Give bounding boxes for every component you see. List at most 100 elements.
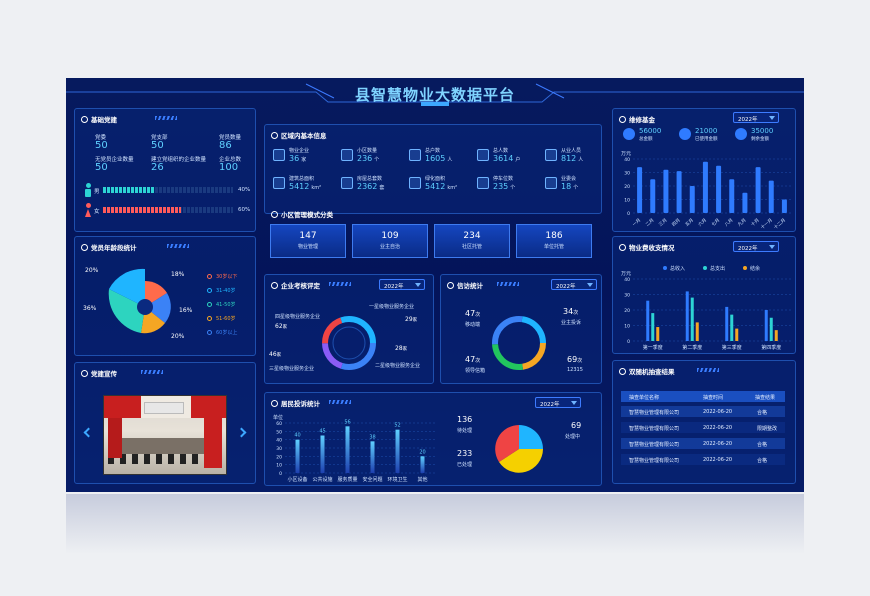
fee-title: 物业费收支情况 bbox=[629, 244, 675, 252]
region-value: 812 bbox=[561, 154, 577, 163]
party-stat-label: 建立党组织的企业数量 bbox=[151, 157, 207, 163]
inspect-title: 双随机抽查结果 bbox=[629, 368, 675, 376]
table-cell: 2022-06-20 bbox=[703, 425, 733, 431]
legend-dot bbox=[207, 302, 212, 307]
x-tick-label: 安全问题 bbox=[362, 476, 382, 483]
party-icon bbox=[81, 115, 88, 123]
assess-label: 二星级物业服务企业 bbox=[375, 363, 421, 369]
assess-value: 29 bbox=[405, 316, 413, 323]
petition-value: 34 bbox=[563, 307, 574, 316]
assess-unit: 家 bbox=[402, 347, 408, 352]
legend-dot bbox=[207, 288, 212, 293]
assess-donut bbox=[322, 316, 376, 370]
region-stat-label: 小区数量 bbox=[357, 148, 378, 154]
rose-slice bbox=[108, 289, 145, 333]
coin-icon bbox=[623, 128, 635, 140]
bar bbox=[685, 291, 689, 341]
prev-arrow-icon[interactable] bbox=[83, 427, 94, 438]
x-tick-label: 小区设备 bbox=[287, 476, 307, 483]
table-cell: 智慧物业管理有限公司 bbox=[629, 410, 680, 416]
region-stat-value: 236 个 bbox=[357, 154, 379, 163]
header-frame-lines bbox=[66, 83, 804, 106]
decor-stripes bbox=[141, 370, 163, 374]
legend-dot bbox=[207, 316, 212, 321]
mgmt-icon bbox=[271, 210, 278, 218]
region-stat-label: 停车位数 bbox=[493, 176, 514, 182]
chevron-down-icon bbox=[415, 283, 421, 287]
y-tick-label: 30 bbox=[624, 293, 630, 299]
donut-segment bbox=[492, 316, 546, 370]
mgmt-tag: 147 物业管理 bbox=[270, 224, 346, 258]
bar bbox=[656, 327, 660, 341]
assess-year-value: 2022年 bbox=[384, 284, 404, 290]
y-tick-label: 30 bbox=[624, 171, 630, 177]
region-value: 18 bbox=[561, 182, 572, 191]
complaint-bar-chart: 单位 0 10 20 30 40 50 60 40 小区设备 45 公共设施 56 服务质量 38 安全问题 5… bbox=[273, 414, 435, 483]
fund-year-select[interactable]: 2022年 bbox=[733, 112, 779, 123]
table-row: 智慧物业管理有限公司 2022-06-20 合格 bbox=[621, 454, 785, 465]
legend-label: 30岁以下 bbox=[216, 274, 238, 280]
bar bbox=[646, 300, 650, 341]
y-tick-label: 60 bbox=[276, 421, 282, 427]
bar-value-label: 52 bbox=[394, 423, 400, 429]
x-tick-label: 四月 bbox=[671, 217, 682, 227]
region-value: 236 bbox=[357, 154, 373, 163]
region-unit: km² bbox=[311, 185, 322, 191]
region-title: 区域内基本信息 bbox=[281, 132, 327, 140]
x-tick-label: 六月 bbox=[697, 217, 708, 228]
bar bbox=[676, 171, 682, 213]
bar bbox=[370, 441, 375, 473]
inspect-icon bbox=[619, 367, 626, 375]
party-stat-value: 50 bbox=[95, 162, 108, 173]
assess-label: 一星级物业服务企业 bbox=[369, 304, 415, 310]
page-title: 县智慧物业大数据平台 bbox=[354, 86, 515, 104]
donut-segment bbox=[322, 316, 376, 370]
fee-year-select[interactable]: 2022年 bbox=[733, 241, 779, 252]
assess-year-select[interactable]: 2022年 bbox=[379, 279, 425, 290]
region-stat-label: 总户数 bbox=[425, 148, 441, 154]
assess-unit: 家 bbox=[276, 353, 282, 358]
x-tick-label: 五月 bbox=[684, 217, 695, 227]
header: 县智慧物业大数据平台 bbox=[66, 78, 804, 108]
y-tick-label: 10 bbox=[624, 324, 630, 330]
bar bbox=[650, 179, 656, 213]
female-person-icon bbox=[85, 203, 91, 217]
bar bbox=[637, 167, 643, 213]
region-stat-value: 5412 km² bbox=[289, 182, 321, 191]
x-tick-label: 公共设施 bbox=[312, 476, 332, 483]
mgmt-label: 业主自治 bbox=[379, 244, 400, 250]
legend-dot bbox=[207, 330, 212, 335]
table-cell: 智慧物业管理有限公司 bbox=[629, 426, 680, 432]
decor-stripes bbox=[497, 282, 519, 286]
region-stat-value: 5412 km² bbox=[425, 182, 457, 191]
region-unit: 套 bbox=[379, 185, 385, 191]
y-tick-label: 10 bbox=[624, 198, 630, 204]
assess-label: 四星级物业服务企业 bbox=[275, 314, 321, 320]
x-tick-label: 第二季度 bbox=[682, 344, 702, 351]
y-tick-label: 30 bbox=[276, 446, 282, 452]
next-arrow-icon[interactable] bbox=[236, 427, 247, 438]
petition-year-select[interactable]: 2022年 bbox=[551, 279, 597, 290]
x-tick-label: 环境卫生 bbox=[387, 476, 407, 483]
table-row: 智慧物业管理有限公司 2022-06-20 合格 bbox=[621, 438, 785, 449]
bar bbox=[729, 179, 735, 213]
female-pct: 60% bbox=[238, 207, 251, 213]
x-tick-label: 第四季度 bbox=[761, 344, 781, 351]
region-stat-value: 1605 人 bbox=[425, 154, 452, 163]
complaint-pie bbox=[495, 425, 543, 473]
age-pct-label: 16% bbox=[179, 307, 193, 314]
mgmt-value: 234 bbox=[463, 231, 481, 241]
assess-value: 46 bbox=[269, 351, 277, 358]
promo-title: 党建宣传 bbox=[91, 370, 117, 378]
fund-total-value: 21000 bbox=[695, 127, 718, 135]
male-pct: 40% bbox=[238, 187, 251, 193]
done-label: 已处理 bbox=[457, 462, 473, 468]
table-cell: 合格 bbox=[757, 442, 768, 448]
region-unit: 人 bbox=[578, 157, 584, 163]
fee-bar-chart: 万元 0 10 20 30 40 第一季度 第二季度 第三季度 第四季度 总收入 总支出 结余 bbox=[621, 265, 791, 351]
region-unit: 户 bbox=[515, 157, 521, 163]
complaint-panel: 居民投诉统计 2022年 单位 0 10 20 30 40 50 60 40 小区设备 45 公共设施… bbox=[264, 392, 602, 486]
region-value: 235 bbox=[493, 182, 509, 191]
complaint-year-select[interactable]: 2022年 bbox=[535, 397, 581, 408]
table-row: 智慧物业管理有限公司 2022-06-20 限期整改 bbox=[621, 422, 785, 433]
